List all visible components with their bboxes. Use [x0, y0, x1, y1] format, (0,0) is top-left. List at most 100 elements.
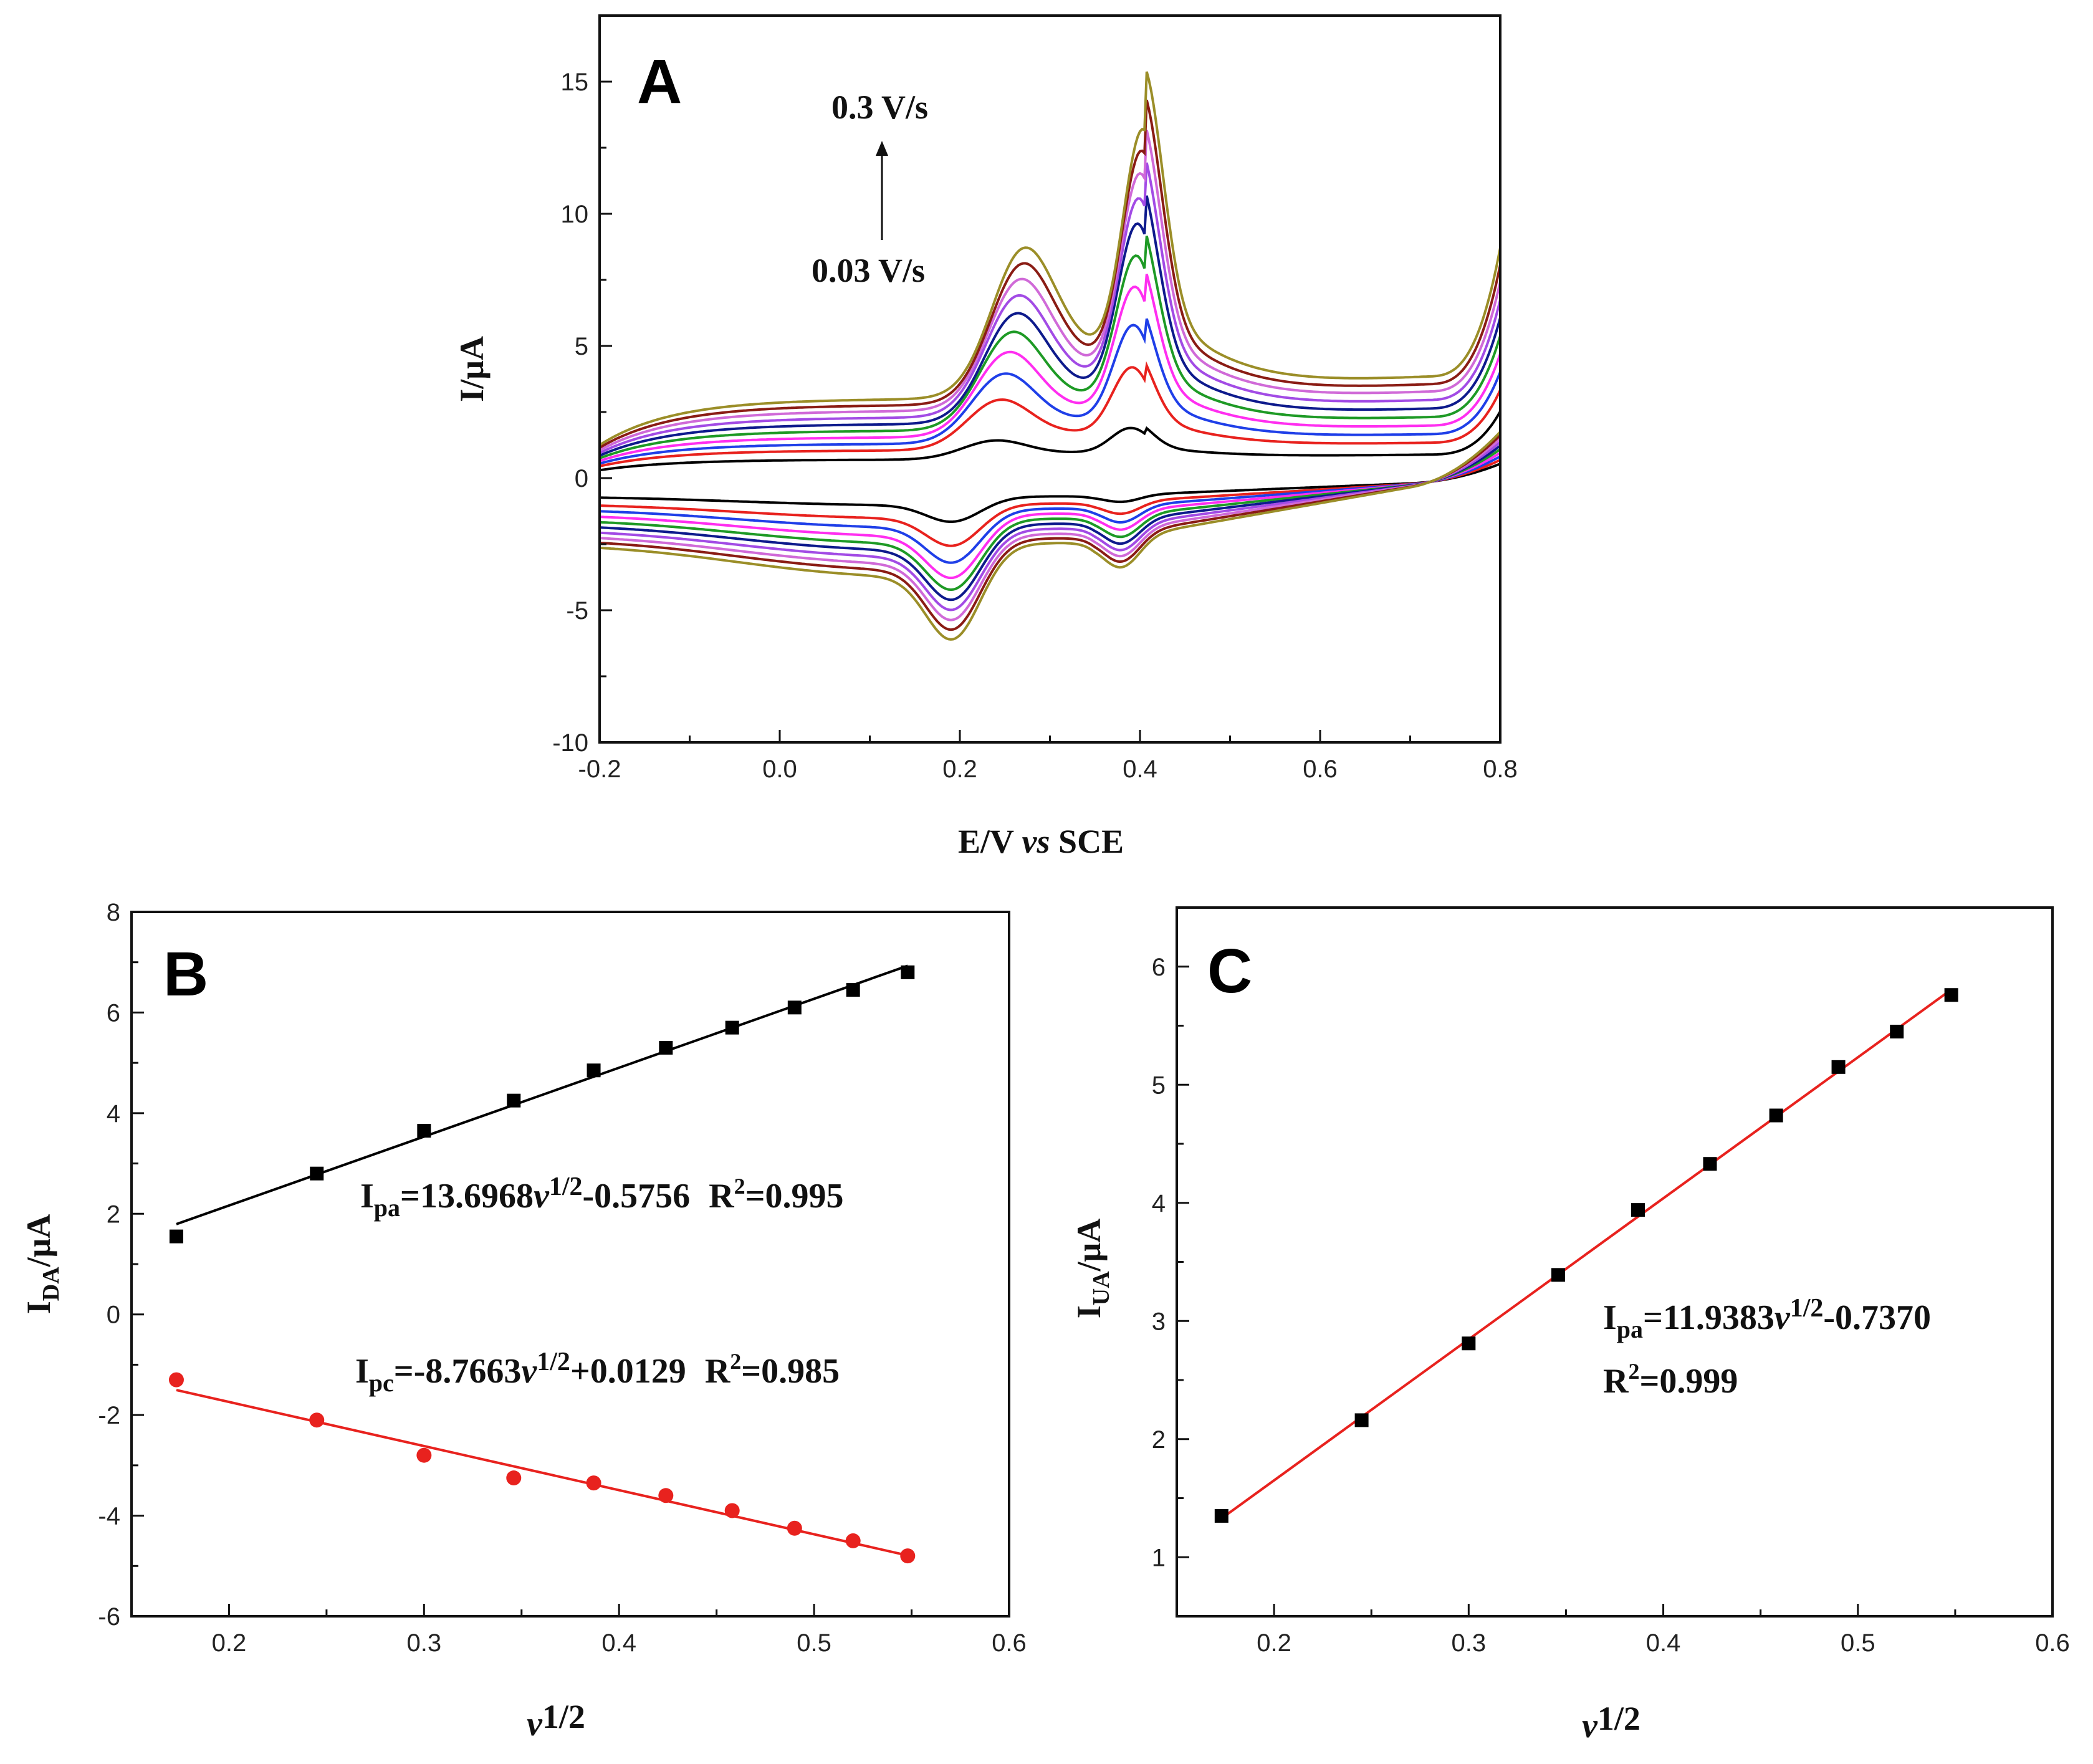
- x-tick-label: 0.2: [212, 1629, 247, 1657]
- data-point: [1214, 1508, 1228, 1523]
- y-tick-label: -6: [98, 1603, 120, 1631]
- x-tick-label: 0.2: [942, 755, 977, 783]
- x-tick-label: 0.6: [992, 1629, 1027, 1657]
- y-tick-label: 2: [107, 1201, 120, 1228]
- data-point: [845, 1533, 861, 1548]
- x-tick-label: 0.3: [1452, 1629, 1487, 1657]
- data-point: [846, 983, 860, 997]
- c-y-axis-label: IUA/μA: [1070, 1219, 1114, 1319]
- y-tick-label: 5: [575, 333, 588, 360]
- b-plot-frame: [130, 911, 1010, 1618]
- data-point: [1631, 1203, 1645, 1217]
- fit-line-ipa: [1220, 989, 1952, 1520]
- scan-rate-max-label: 0.3 V/s: [831, 89, 928, 126]
- data-point: [586, 1475, 601, 1491]
- data-point: [416, 1447, 432, 1463]
- fit-line-ipc: [176, 1389, 908, 1557]
- x-tick-label: 0.5: [797, 1629, 831, 1657]
- x-tick-label: 0.5: [1841, 1629, 1875, 1657]
- y-tick-label: 8: [107, 899, 120, 926]
- y-tick-label: 10: [561, 201, 589, 228]
- x-tick-label: 0.2: [1257, 1629, 1291, 1657]
- c-equation: Ipa=11.9383v1/2-0.7370: [1603, 1294, 1931, 1343]
- y-tick-label: 0: [107, 1301, 120, 1329]
- a-ticks: -0.2 0.0 0.2 0.4 0.6 0.8 -10 -5 0 5 10 15: [552, 69, 1518, 783]
- a-x-axis-label: E/V vs SCE: [958, 823, 1124, 860]
- x-tick-label: 0.6: [2035, 1629, 2070, 1657]
- b-anodic-equation: Ipa=13.6968v1/2-0.5756 R2=0.995: [360, 1172, 844, 1222]
- panel-b: 0.2 0.3 0.4 0.5 0.6 -6 -4 -2 0 2 4 6 8 B Ipa=13.6968…: [20, 899, 1027, 1743]
- y-tick-label: 2: [1152, 1426, 1166, 1454]
- y-tick-label: 1: [1152, 1544, 1166, 1571]
- c-points: [1214, 988, 1958, 1523]
- data-point: [659, 1040, 673, 1055]
- panel-label-b: B: [163, 939, 208, 1009]
- a-plot-frame: [598, 14, 1502, 744]
- data-point: [658, 1488, 674, 1503]
- x-tick-label: 0.6: [1303, 755, 1338, 783]
- y-tick-label: 0: [575, 465, 588, 492]
- y-tick-label: 5: [1152, 1071, 1166, 1099]
- y-tick-label: -4: [98, 1503, 120, 1530]
- data-point: [1769, 1108, 1783, 1123]
- y-tick-label: 4: [1152, 1190, 1166, 1217]
- b-x-axis-label: v1/2: [527, 1698, 585, 1743]
- y-tick-label: 4: [107, 1100, 120, 1128]
- data-point: [1703, 1157, 1717, 1171]
- c-fit-lines: [1220, 989, 1952, 1520]
- y-tick-label: 6: [107, 999, 120, 1027]
- fit-line-ipa: [176, 964, 908, 1225]
- c-r-squared: R2=0.999: [1603, 1359, 1738, 1401]
- panel-a: -0.2 0.0 0.2 0.4 0.6 0.8 -10 -5 0 5 10 15 A 0.3 V/s…: [453, 14, 1518, 860]
- b-points: [168, 965, 916, 1564]
- y-tick-label: -2: [98, 1402, 120, 1429]
- panel-label-a: A: [637, 47, 682, 117]
- x-tick-label: 0.4: [1646, 1629, 1681, 1657]
- data-point: [901, 965, 915, 979]
- data-point: [725, 1020, 739, 1035]
- cv-curve-8: [599, 130, 1502, 621]
- cv-curves: [598, 71, 1502, 641]
- b-y-axis-label: IDA/μA: [20, 1214, 64, 1315]
- data-point: [1831, 1060, 1846, 1074]
- c-ticks: 0.2 0.3 0.4 0.5 0.6 1 2 3 4 5 6: [1152, 954, 2070, 1657]
- x-tick-label: 0.4: [1123, 755, 1157, 783]
- x-tick-label: 0.4: [601, 1629, 636, 1657]
- cv-curve-5: [599, 236, 1502, 592]
- data-point: [1890, 1024, 1904, 1038]
- y-tick-label: -5: [566, 597, 588, 625]
- data-point: [310, 1166, 324, 1181]
- data-point: [1354, 1413, 1369, 1427]
- data-point: [787, 1520, 802, 1536]
- a-y-axis-label: I/μA: [453, 336, 491, 402]
- data-point: [1551, 1268, 1565, 1282]
- x-tick-label: 0.0: [762, 755, 797, 783]
- panel-label-c: C: [1207, 936, 1252, 1006]
- x-tick-label: 0.3: [407, 1629, 442, 1657]
- data-point: [506, 1470, 522, 1486]
- data-point: [724, 1503, 740, 1518]
- b-cathodic-equation: Ipc=-8.7663v1/2+0.0129 R2=0.985: [355, 1348, 840, 1397]
- x-tick-label: -0.2: [578, 755, 621, 783]
- scan-rate-min-label: 0.03 V/s: [812, 252, 925, 289]
- y-tick-label: 3: [1152, 1308, 1166, 1335]
- data-point: [417, 1124, 431, 1138]
- c-x-axis-label: v1/2: [1582, 1700, 1640, 1745]
- data-point: [787, 1000, 802, 1015]
- data-point: [507, 1093, 521, 1108]
- b-ticks: 0.2 0.3 0.4 0.5 0.6 -6 -4 -2 0 2 4 6 8: [98, 899, 1026, 1657]
- y-tick-label: 15: [561, 69, 589, 96]
- y-tick-label: 6: [1152, 954, 1166, 981]
- x-tick-label: 0.8: [1483, 755, 1518, 783]
- data-point: [900, 1548, 916, 1564]
- scan-rate-arrow-head: [876, 141, 888, 156]
- c-plot-frame: [1176, 906, 2054, 1618]
- b-fit-lines: [176, 964, 908, 1557]
- data-point: [587, 1063, 601, 1078]
- data-point: [309, 1412, 325, 1428]
- y-tick-label: -10: [552, 729, 588, 757]
- data-point: [1944, 988, 1958, 1002]
- data-point: [169, 1229, 183, 1244]
- data-point: [1462, 1336, 1476, 1351]
